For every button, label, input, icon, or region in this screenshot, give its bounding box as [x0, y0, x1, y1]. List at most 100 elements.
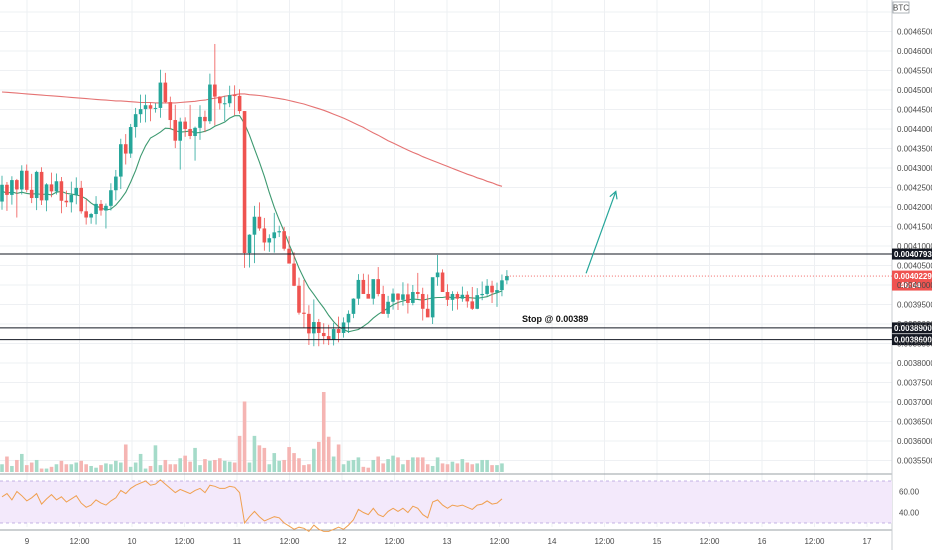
time-tick-label: 11	[233, 537, 242, 546]
volume-bar	[450, 461, 455, 472]
candle-body	[104, 205, 108, 211]
annotations: Stop @ 0.00389	[522, 190, 618, 324]
volume-bar	[99, 465, 103, 472]
candle-body	[321, 332, 326, 337]
candle-body	[257, 216, 262, 229]
candle-body	[188, 129, 192, 137]
candle-body	[252, 216, 257, 235]
time-axis: 9 12:00 10 12:00 11 12:00 12 12:00 13 12:00 14 12:0…	[25, 537, 872, 546]
volume-bar	[153, 445, 158, 472]
time-tick-label: 17	[863, 537, 872, 546]
volume-bar	[222, 460, 227, 472]
candle-body	[366, 293, 371, 299]
price-tick-label: 0.00420000	[897, 203, 932, 212]
price-tick-label: 0.00385000	[897, 340, 932, 349]
candle-body	[277, 231, 281, 233]
volume-bar	[440, 463, 445, 472]
candle-body	[168, 102, 173, 121]
candle-body	[500, 280, 504, 291]
volume-bar	[5, 456, 9, 472]
volume-bar	[411, 457, 415, 472]
volume-bar	[193, 447, 197, 472]
volume-bar	[138, 453, 143, 472]
candle-body	[262, 228, 267, 243]
volume-bar	[272, 453, 277, 472]
moving-averages	[1, 91, 503, 333]
time-tick-label: 15	[653, 537, 662, 546]
volume-bar	[297, 458, 301, 472]
volume-bar	[317, 441, 321, 472]
candle-body	[99, 203, 103, 211]
volume-bar	[292, 453, 296, 472]
volume-bar	[39, 468, 44, 472]
candle-body	[119, 144, 123, 177]
volume-bar	[490, 465, 494, 472]
volume-bar	[148, 465, 153, 472]
volume-bar	[242, 401, 247, 472]
price-axis: BTC 0.00465000 0.00460000 0.00455000 0.00450…	[892, 1, 932, 466]
volume-bar	[336, 444, 341, 472]
volume-bar	[163, 459, 168, 472]
volume-bar	[416, 457, 420, 472]
candle-body	[114, 176, 118, 191]
volume-bar	[0, 464, 4, 472]
volume-bar	[361, 466, 366, 472]
candle-body	[282, 231, 286, 249]
candle-body	[445, 292, 450, 300]
candle-body	[331, 329, 336, 340]
price-tick-label: 0.00455000	[897, 67, 932, 76]
candle-body	[59, 181, 64, 201]
candle-body	[158, 82, 163, 108]
forecast-arrow-line	[585, 191, 617, 274]
volume-bar	[475, 463, 479, 472]
volume-bar	[262, 447, 267, 472]
price-tick-label: 0.00390000	[897, 320, 932, 329]
rsi-line	[1, 479, 503, 533]
volume-bar	[168, 464, 173, 472]
volume-bar	[10, 465, 14, 472]
candle-body	[237, 95, 242, 112]
candle-body	[84, 211, 88, 218]
volume-bar	[24, 465, 29, 472]
volume-bar	[128, 466, 133, 472]
volume-bar	[143, 468, 148, 472]
candle-body	[153, 107, 158, 109]
candle-body	[351, 298, 356, 314]
volume-bar	[341, 464, 346, 472]
candle-body	[0, 184, 4, 202]
candle-body	[29, 189, 34, 199]
time-tick-label: 12:00	[174, 537, 195, 546]
candle-body	[94, 203, 98, 215]
price-tick-label: 0.00465000	[897, 28, 932, 37]
volume-bar	[64, 464, 69, 472]
volume-bar	[15, 459, 19, 472]
ma-fast-line	[1, 115, 503, 333]
candle-body	[242, 111, 247, 254]
volume-bar	[203, 459, 207, 472]
candle-body	[123, 144, 128, 154]
price-tick-label: 0.00370000	[897, 398, 932, 407]
volume-bar	[420, 457, 425, 472]
candle-body	[5, 184, 9, 195]
price-tick-label: 0.00435000	[897, 145, 932, 154]
candle-body	[475, 295, 479, 309]
volume-bar	[54, 464, 59, 472]
candle-body	[79, 187, 83, 212]
candle-body	[203, 116, 207, 122]
volume-bar	[425, 464, 430, 472]
candle-body	[465, 294, 470, 302]
candle-body	[356, 279, 361, 299]
time-tick-label: 9	[25, 537, 30, 546]
volume-bar	[213, 459, 217, 472]
time-tick-label: 12	[338, 537, 347, 546]
candle-body	[173, 120, 178, 141]
candle-body	[227, 95, 232, 104]
candle-body	[24, 170, 29, 190]
candle-body	[208, 84, 212, 122]
volume-bar	[435, 457, 440, 472]
candle-body	[213, 84, 217, 97]
candle-body	[416, 292, 420, 294]
price-tick-label: 0.00410000	[897, 242, 932, 251]
